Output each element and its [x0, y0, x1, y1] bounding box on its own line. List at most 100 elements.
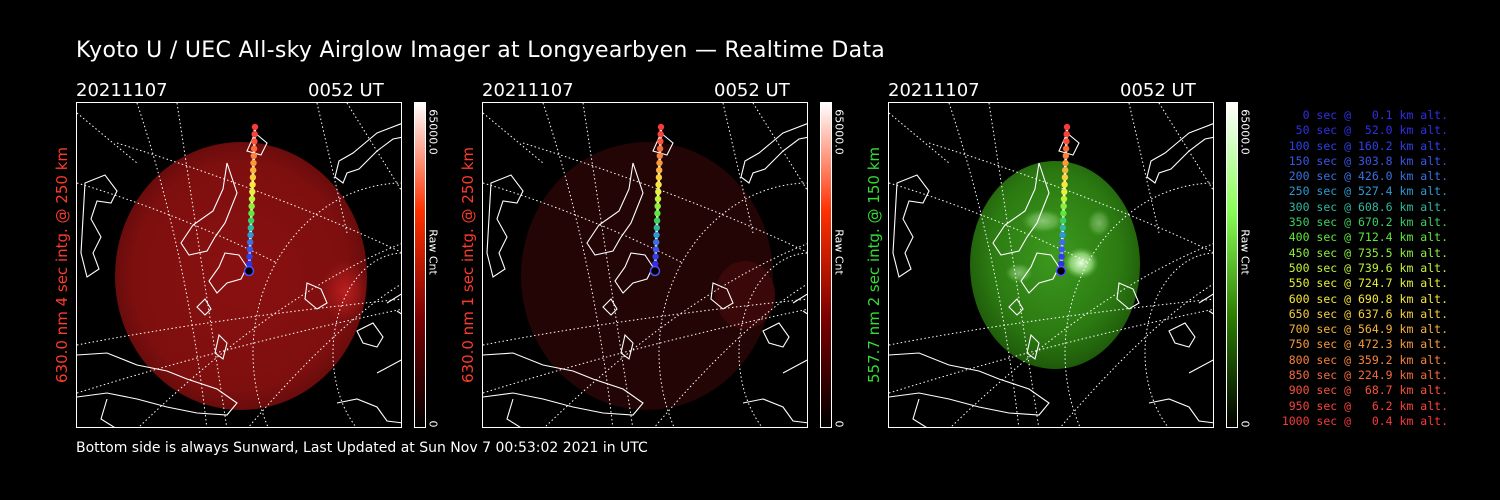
coastline: [483, 352, 644, 416]
coastline: [1168, 322, 1196, 348]
legend-row: 900 sec @ 68.7 km alt.: [1268, 383, 1448, 398]
bright-patch: [321, 261, 369, 321]
legend-row: 0 sec @ 0.1 km alt.: [1268, 108, 1448, 123]
legend-time: 950 sec: [1288, 398, 1338, 413]
legend-at: @: [1337, 322, 1358, 337]
grid-line: [116, 142, 401, 253]
grid-line: [928, 142, 1213, 253]
legend-at: @: [1337, 245, 1358, 260]
trajectory-point: [653, 231, 660, 239]
trajectory-point: [655, 181, 662, 188]
panel-3-time: 0052 UT: [1120, 80, 1196, 101]
coastline: [1008, 298, 1024, 316]
legend-alt: 637.6 km alt.: [1357, 306, 1448, 321]
trajectory-point: [249, 181, 256, 188]
legend-alt: 0.1 km alt.: [1357, 108, 1448, 122]
panel-2-image: [482, 102, 808, 428]
trajectory-point: [248, 203, 255, 210]
trajectory-point: [1060, 210, 1067, 217]
trajectory-point: [1058, 253, 1065, 260]
trajectory-point: [1061, 181, 1068, 188]
grid-line: [889, 298, 1213, 346]
legend-time: 500 sec: [1288, 260, 1338, 275]
panel-1-date: 20211107: [76, 80, 168, 101]
launch-point: [243, 265, 255, 277]
sky-image: [970, 161, 1140, 369]
coastline: [614, 252, 654, 294]
legend-time: 300 sec: [1288, 199, 1338, 214]
legend-row: 600 sec @ 690.8 km alt.: [1268, 292, 1448, 307]
legend-time: 750 sec: [1288, 337, 1338, 352]
legend-at: @: [1337, 337, 1358, 352]
legend-alt: 739.6 km alt.: [1357, 260, 1448, 275]
coastline: [246, 132, 268, 156]
coastline: [992, 162, 1050, 256]
coastline: [652, 132, 674, 156]
trajectory-point: [654, 203, 661, 210]
legend-at: @: [1337, 123, 1358, 138]
trajectory-point: [655, 188, 662, 195]
legend-at: @: [1337, 368, 1358, 383]
legend-at: @: [1337, 291, 1358, 306]
legend-time: 250 sec: [1288, 184, 1338, 199]
coastline: [892, 174, 930, 278]
legend-time: 650 sec: [1288, 306, 1338, 321]
panel-2-time: 0052 UT: [714, 80, 790, 101]
coastline: [742, 398, 807, 424]
grid-circle: [332, 252, 401, 427]
trajectory-point: [247, 224, 254, 231]
coastline: [1116, 282, 1140, 310]
coastline: [180, 162, 238, 256]
trajectory-point: [656, 152, 663, 159]
trajectory-point: [1058, 246, 1066, 253]
coastline: [208, 252, 248, 294]
legend-at: @: [1337, 398, 1358, 413]
grid-line: [522, 142, 807, 253]
panel-2-ylabel: 630.0 nm 1 sec intg. @ 250 km: [459, 146, 477, 384]
trajectory-point: [654, 210, 661, 217]
trajectory-point: [656, 167, 663, 174]
coastline: [912, 398, 927, 427]
legend-time: 350 sec: [1288, 215, 1338, 230]
legend-row: 700 sec @ 564.9 km alt.: [1268, 322, 1448, 337]
legend-alt: 52.0 km alt.: [1357, 123, 1448, 138]
legend-row: 50 sec @ 52.0 km alt.: [1268, 123, 1448, 138]
trajectory-point: [1058, 260, 1065, 267]
coastline: [1058, 132, 1080, 156]
trajectory-point: [250, 152, 257, 159]
coastline: [1020, 252, 1060, 294]
trajectory-point: [1059, 231, 1066, 239]
grid-line: [77, 112, 138, 164]
legend-alt: 670.2 km alt.: [1357, 215, 1448, 230]
grid-line: [889, 112, 950, 164]
trajectory-legend: 0 sec @ 0.1 km alt. 50 sec @ 52.0 km alt.…: [1268, 108, 1448, 429]
trajectory-point: [656, 145, 664, 152]
grid-line: [752, 103, 807, 191]
panel-2-colorbar: [820, 102, 832, 428]
trajectory-point: [1059, 224, 1066, 231]
panel-1-time: 0052 UT: [308, 80, 384, 101]
legend-row: 850 sec @ 224.9 km alt.: [1268, 368, 1448, 383]
grid-line: [176, 103, 228, 427]
legend-time: 0 sec: [1302, 108, 1338, 122]
trajectory-point: [250, 159, 257, 167]
coastline: [80, 174, 118, 278]
legend-at: @: [1337, 413, 1358, 428]
coastline: [196, 298, 212, 316]
legend-time: 550 sec: [1288, 276, 1338, 291]
trajectory-point: [1063, 138, 1070, 145]
coastline: [792, 293, 807, 315]
grid-line: [988, 103, 1040, 427]
coastline: [386, 293, 401, 315]
coastline: [740, 123, 807, 184]
legend-time: 50 sec: [1295, 123, 1338, 138]
coastline: [710, 282, 734, 310]
trajectory-point: [654, 195, 662, 203]
legend-time: 600 sec: [1288, 291, 1338, 306]
legend-row: 400 sec @ 712.4 km alt.: [1268, 230, 1448, 245]
aurora-patch: [1087, 209, 1111, 237]
trajectory-point: [249, 188, 256, 195]
panel-1-image: [76, 102, 402, 428]
panel-1-ylabel: 630.0 nm 4 sec intg. @ 250 km: [53, 146, 71, 384]
legend-alt: 224.9 km alt.: [1357, 368, 1448, 383]
